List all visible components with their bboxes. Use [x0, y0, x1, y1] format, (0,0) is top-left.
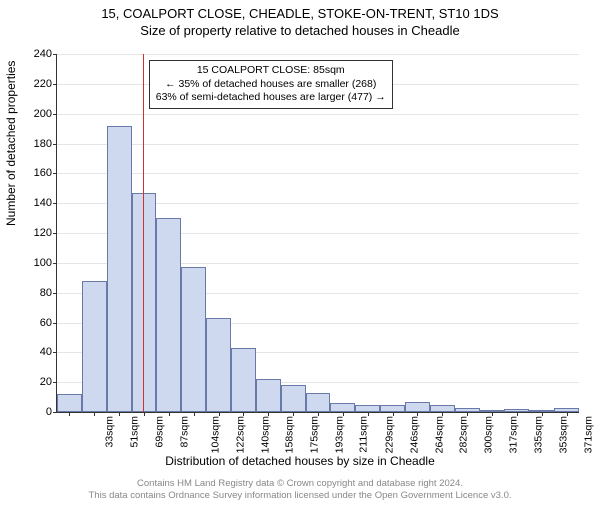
xtick-label: 140sqm [259, 416, 271, 453]
xtick-mark [94, 412, 95, 416]
ytick-label: 220 [22, 78, 52, 90]
ytick-mark [53, 173, 57, 174]
histogram-bar [107, 126, 132, 412]
ytick-label: 240 [22, 48, 52, 60]
xtick-label: 87sqm [179, 416, 191, 448]
ytick-label: 200 [22, 108, 52, 120]
histogram-bar [82, 281, 107, 412]
xtick-label: 317sqm [508, 416, 520, 453]
histogram-bar [281, 385, 306, 412]
ytick-label: 100 [22, 257, 52, 269]
xtick-label: 264sqm [433, 416, 445, 453]
histogram-bar [256, 379, 281, 412]
histogram-bar [430, 405, 455, 412]
xtick-mark [144, 412, 145, 416]
ytick-label: 120 [22, 227, 52, 239]
histogram-bar [405, 402, 430, 412]
ytick-mark [53, 293, 57, 294]
xtick-mark [194, 412, 195, 416]
xtick-mark [69, 412, 70, 416]
gridline [57, 144, 579, 145]
ytick-mark [53, 412, 57, 413]
info-box: 15 COALPORT CLOSE: 85sqm← 35% of detache… [149, 60, 393, 109]
histogram-bar [206, 318, 231, 412]
ytick-mark [53, 84, 57, 85]
histogram-bar [330, 403, 355, 412]
histogram-bar [231, 348, 256, 412]
xtick-label: 246sqm [408, 416, 420, 453]
chart-sub-title: Size of property relative to detached ho… [0, 23, 600, 38]
ytick-label: 0 [22, 406, 52, 418]
histogram-bar [57, 394, 82, 412]
ytick-mark [53, 233, 57, 234]
xtick-label: 69sqm [154, 416, 166, 448]
ytick-mark [53, 352, 57, 353]
xtick-label: 33sqm [104, 416, 116, 448]
info-box-line3: 63% of semi-detached houses are larger (… [156, 91, 386, 105]
xtick-label: 104sqm [209, 416, 221, 453]
ytick-mark [53, 382, 57, 383]
xtick-label: 193sqm [334, 416, 346, 453]
ytick-mark [53, 203, 57, 204]
footer-line2: This data contains Ordnance Survey infor… [0, 490, 600, 502]
histogram-bar [355, 405, 380, 412]
xtick-label: 122sqm [234, 416, 246, 453]
xtick-mark [169, 412, 170, 416]
xtick-label: 335sqm [532, 416, 544, 453]
histogram-bar [306, 393, 331, 412]
ytick-label: 80 [22, 287, 52, 299]
ytick-mark [53, 263, 57, 264]
ytick-label: 180 [22, 138, 52, 150]
info-box-line2: ← 35% of detached houses are smaller (26… [156, 78, 386, 92]
footer-line1: Contains HM Land Registry data © Crown c… [0, 478, 600, 490]
histogram-bar [156, 218, 181, 412]
ytick-label: 60 [22, 317, 52, 329]
xtick-label: 371sqm [582, 416, 594, 453]
x-axis-label: Distribution of detached houses by size … [0, 454, 600, 468]
y-axis-label: Number of detached properties [4, 61, 18, 226]
ytick-mark [53, 323, 57, 324]
xtick-label: 353sqm [557, 416, 569, 453]
gridline [57, 173, 579, 174]
chart-main-title: 15, COALPORT CLOSE, CHEADLE, STOKE-ON-TR… [0, 6, 600, 21]
xtick-label: 229sqm [383, 416, 395, 453]
ytick-mark [53, 114, 57, 115]
ytick-label: 20 [22, 376, 52, 388]
xtick-label: 175sqm [309, 416, 321, 453]
ytick-label: 160 [22, 167, 52, 179]
plot-area: 15 COALPORT CLOSE: 85sqm← 35% of detache… [56, 54, 579, 413]
info-box-line1: 15 COALPORT CLOSE: 85sqm [156, 64, 386, 78]
ytick-label: 40 [22, 346, 52, 358]
gridline [57, 54, 579, 55]
reference-marker-line [143, 54, 144, 412]
gridline [57, 114, 579, 115]
histogram-bar [380, 405, 405, 412]
ytick-mark [53, 144, 57, 145]
ytick-mark [53, 54, 57, 55]
footer-attribution: Contains HM Land Registry data © Crown c… [0, 478, 600, 502]
xtick-mark [119, 412, 120, 416]
histogram-bar [132, 193, 157, 412]
xtick-label: 211sqm [358, 416, 370, 453]
ytick-label: 140 [22, 197, 52, 209]
xtick-label: 51sqm [129, 416, 141, 448]
histogram-bar [181, 267, 206, 412]
xtick-label: 158sqm [284, 416, 296, 453]
xtick-label: 282sqm [458, 416, 470, 453]
xtick-label: 300sqm [483, 416, 495, 453]
